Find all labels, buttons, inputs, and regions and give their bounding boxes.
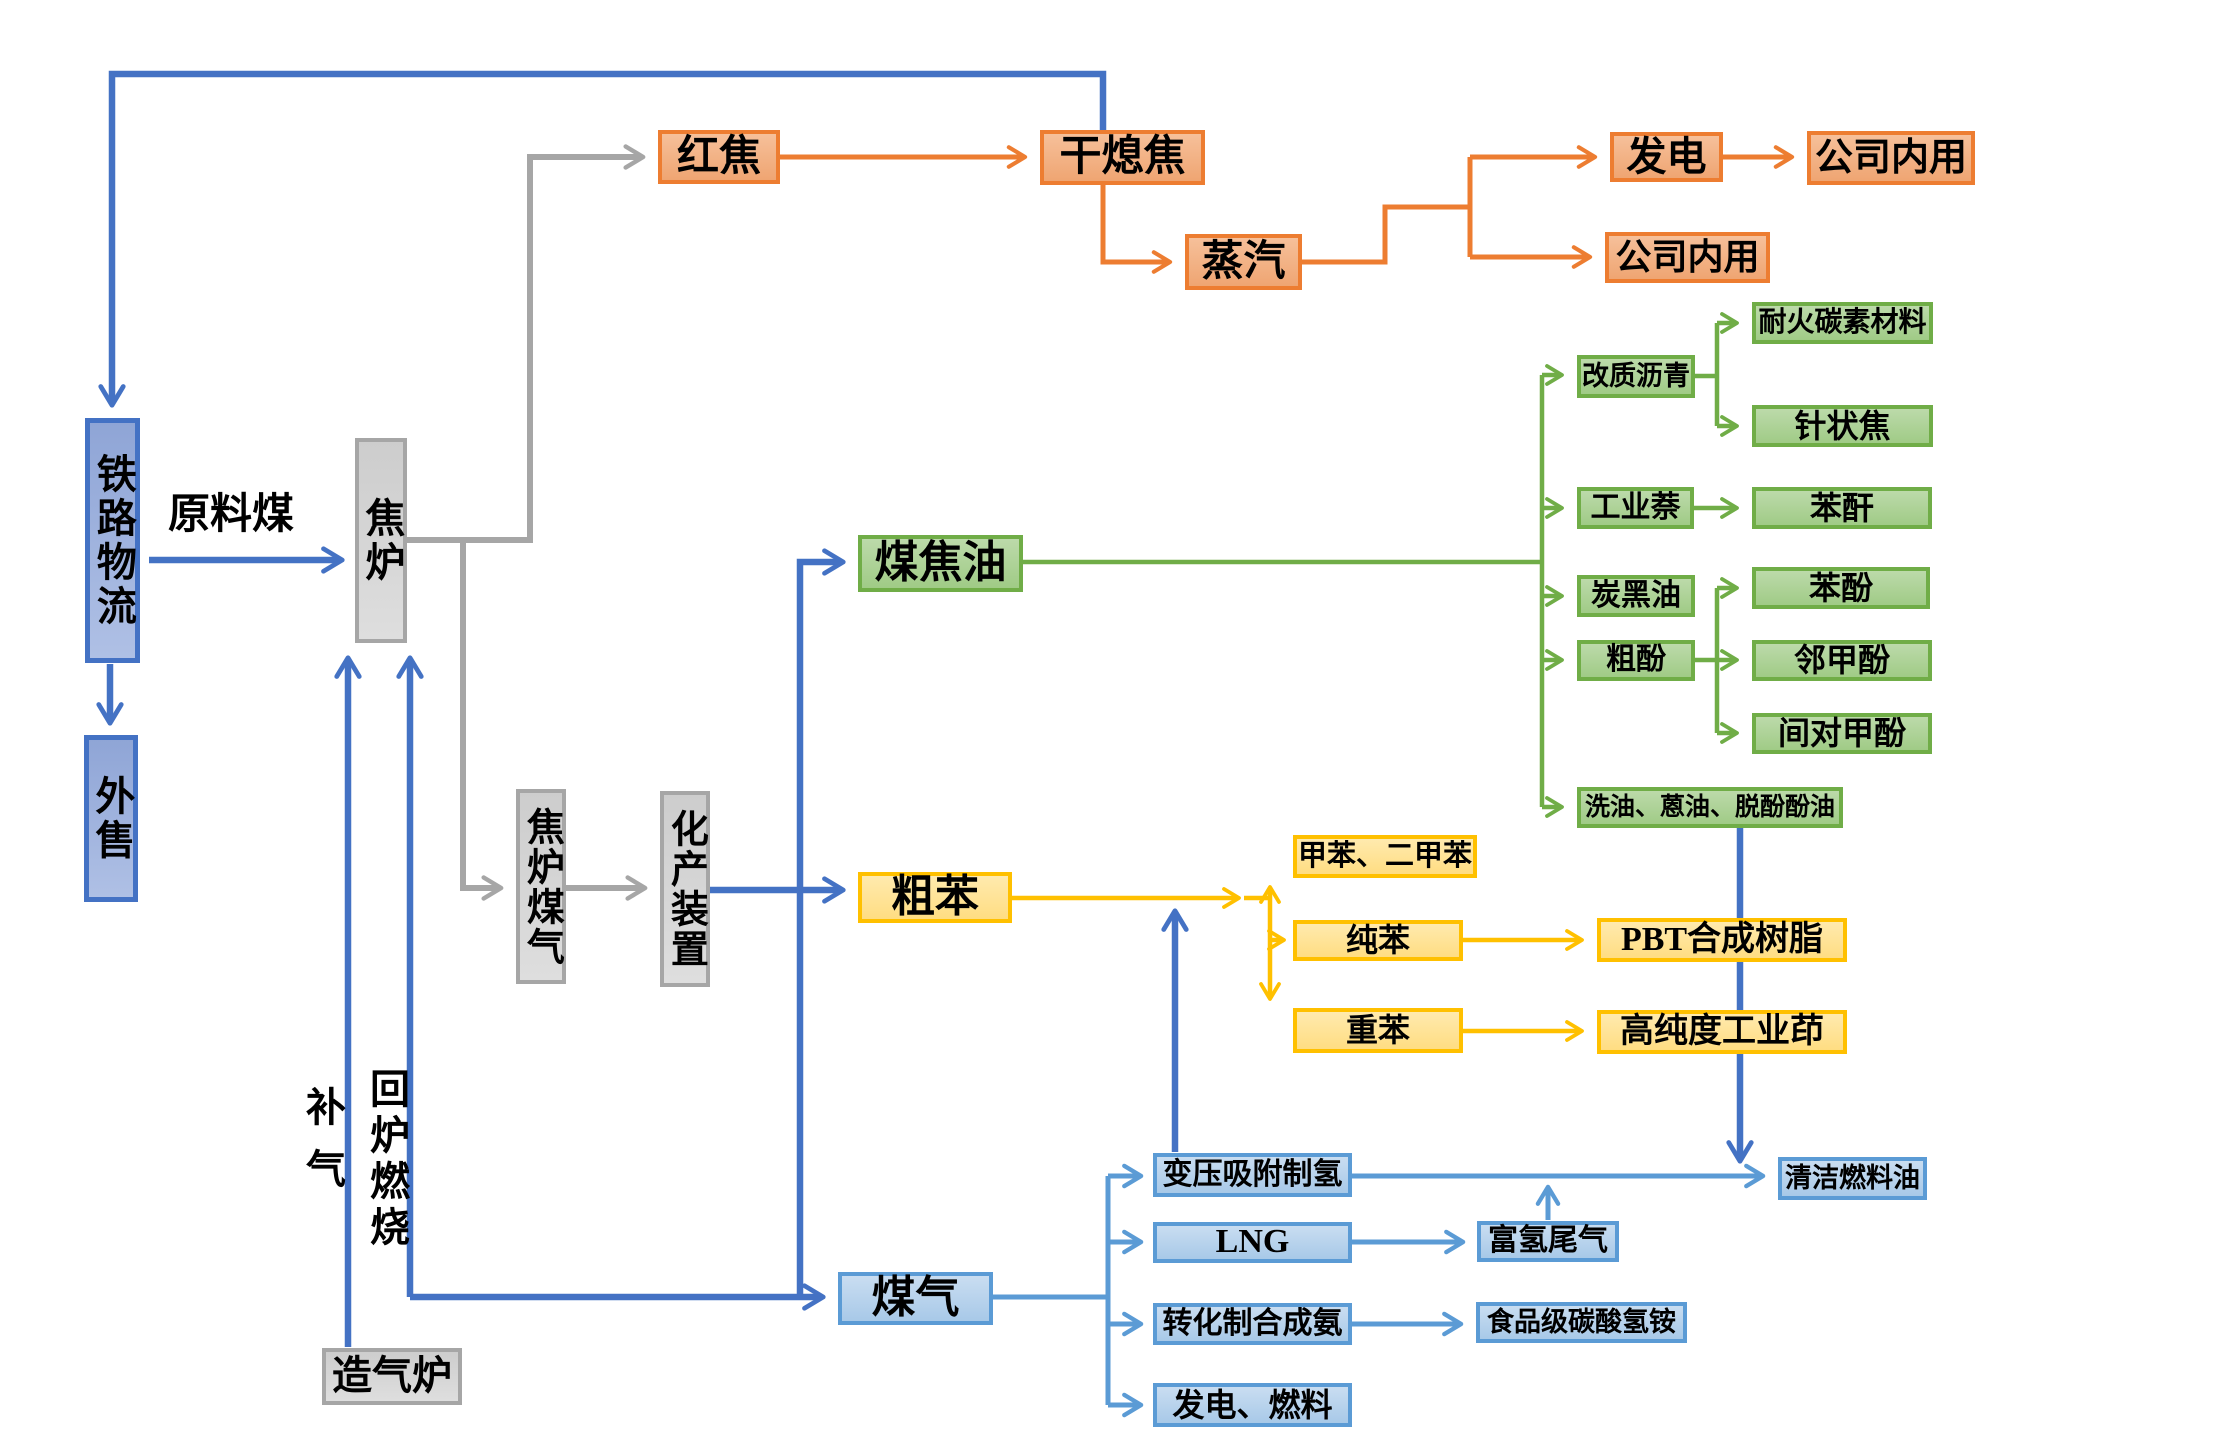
node-power-and-fuel: 发电、燃料 xyxy=(1153,1383,1352,1427)
node-ammonia-conversion: 转化制合成氨 xyxy=(1153,1303,1352,1345)
node-refractory-carbon-material: 耐火碳素材料 xyxy=(1752,302,1933,344)
node-gasifier: 造气炉 xyxy=(322,1348,462,1405)
edge-label-return-burn: 回炉燃烧 xyxy=(364,1068,409,1252)
node-psa-hydrogen: 变压吸附制氢 xyxy=(1153,1153,1352,1197)
node-company-internal-use-1: 公司内用 xyxy=(1807,131,1975,185)
node-phthalic-anhydride: 苯酐 xyxy=(1752,487,1932,529)
node-pure-benzene: 纯苯 xyxy=(1293,920,1463,961)
node-coke-oven-gas: 焦炉煤气 xyxy=(516,789,566,984)
node-coal-tar: 煤焦油 xyxy=(858,535,1023,592)
node-industrial-naphthalene: 工业萘 xyxy=(1577,487,1694,529)
node-wash-anthracene-oil: 洗油、蒽油、脱酚酚油 xyxy=(1577,787,1843,828)
node-carbon-black-oil: 炭黑油 xyxy=(1577,575,1695,617)
node-modified-pitch: 改质沥青 xyxy=(1577,355,1695,398)
node-clean-fuel-oil: 清洁燃料油 xyxy=(1778,1157,1927,1200)
node-lng: LNG xyxy=(1153,1222,1352,1263)
node-food-grade-ammonium-bicarbonate: 食品级碳酸氢铵 xyxy=(1476,1302,1687,1343)
node-power-generation: 发电 xyxy=(1610,132,1723,182)
node-heavy-benzene: 重苯 xyxy=(1293,1008,1463,1053)
node-pbt-resin: PBT合成树脂 xyxy=(1597,918,1847,962)
node-dry-quenching: 干熄焦 xyxy=(1040,130,1205,185)
node-steam: 蒸汽 xyxy=(1185,234,1302,290)
node-toluene-xylene: 甲苯、二甲苯 xyxy=(1293,835,1477,878)
node-railway-logistics: 铁路物流 xyxy=(85,418,140,663)
node-export-sale: 外售 xyxy=(84,735,138,902)
node-red-coke: 红焦 xyxy=(658,130,780,184)
node-crude-phenol: 粗酚 xyxy=(1577,640,1695,681)
node-phenol: 苯酚 xyxy=(1752,567,1930,609)
edge-label-supplement-gas: 补气 xyxy=(300,1086,345,1210)
node-company-internal-use-2: 公司内用 xyxy=(1605,232,1770,283)
node-coke-oven: 焦炉 xyxy=(355,438,407,643)
node-needle-coke: 针状焦 xyxy=(1752,405,1933,447)
node-industrial-indene: 高纯度工业茚 xyxy=(1597,1010,1847,1054)
node-crude-benzene: 粗苯 xyxy=(858,872,1012,923)
node-hydrogen-rich-tail-gas: 富氢尾气 xyxy=(1477,1221,1619,1262)
node-mp-cresol: 间对甲酚 xyxy=(1752,713,1932,754)
edge-label-raw-coal: 原料煤 xyxy=(168,492,295,538)
node-chem-products-plant: 化产装置 xyxy=(660,791,710,987)
node-coal-gas: 煤气 xyxy=(838,1272,993,1325)
node-o-cresol: 邻甲酚 xyxy=(1752,640,1932,681)
